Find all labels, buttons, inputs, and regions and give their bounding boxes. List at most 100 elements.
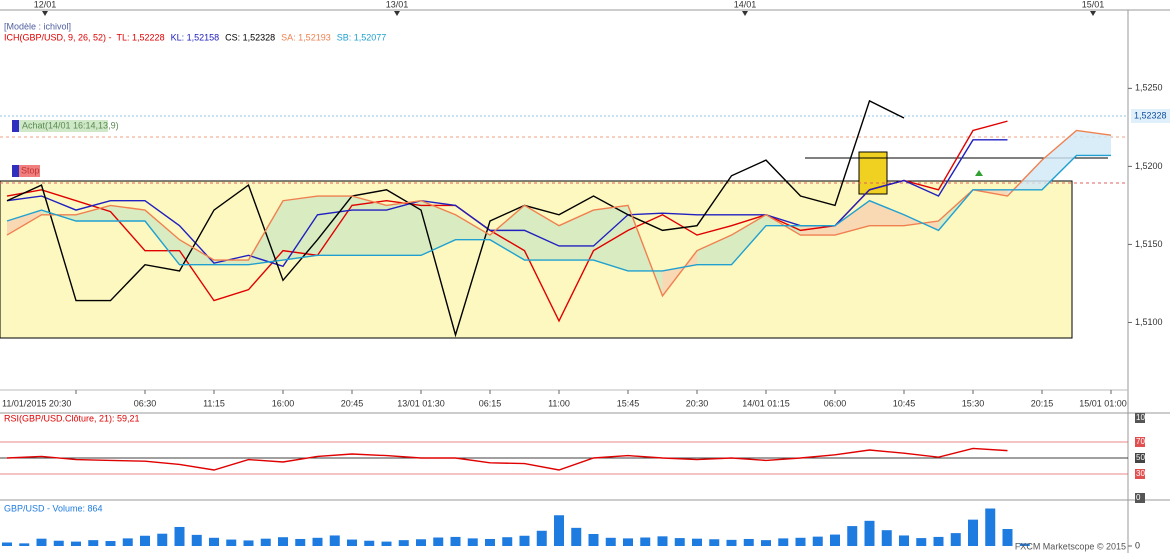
date-marker: 12/01 [34,0,57,9]
annotation-marker [12,165,19,177]
x-tick-label: 20:30 [686,398,709,408]
y-tick-label: 1,5100 [1135,317,1163,327]
price-tag-label: 1,52328 [1134,110,1167,120]
volume-bar [502,537,513,546]
volume-bar [416,539,426,546]
price-tag [1131,109,1170,123]
cloud [835,200,870,236]
cloud [766,214,801,236]
volume-bar [864,520,875,546]
date-marker: 15/01 [1082,0,1105,9]
volume-bar [243,540,254,546]
volume-bar [968,519,978,546]
x-tick-label: 06:00 [824,398,847,408]
footer: FXCM Marketscope © 2015 [1015,541,1126,551]
volume-bar [899,535,909,546]
volume-bar [398,540,409,546]
volume-bar [519,535,530,546]
volume-bar [53,540,64,546]
legend-entry: SA: 1,52193 [281,32,331,42]
volume-bar [778,538,789,546]
x-tick-label: 15:30 [962,398,985,408]
volume-bar [260,538,271,546]
volume-bar [19,543,30,546]
volume-bar [588,533,599,546]
volume-bar [812,536,823,546]
cloud [317,196,352,256]
x-tick-label: 15/01 01:00 [1079,398,1127,408]
legend-entry: KL: 1,52158 [171,32,220,42]
volume-bar [278,537,288,546]
volume-bar [209,537,219,546]
date-marker: 13/01 [386,0,409,9]
volume-bar [467,538,478,546]
volume-bar [364,540,375,546]
series-line [6,447,1008,471]
volume-bar [295,538,306,546]
series-line [6,139,1008,268]
model-label: [Modèle : ichivol] [4,21,71,31]
volume-bar [743,538,754,546]
volume-bar [1019,543,1030,546]
y-tick-label: 0 [1136,493,1141,502]
cloud [179,239,214,265]
volume-bar [605,537,616,546]
y-tick-bg [1135,469,1145,479]
x-tick-label: 11:00 [548,398,570,408]
volume-bar [157,533,168,546]
date-arrow [742,11,748,16]
y-tick-label: 1,5150 [1135,239,1163,249]
cloud [559,210,594,261]
volume-bar [122,538,133,546]
y-tick-bg [1135,413,1145,423]
volume-bar [226,539,237,546]
volume-bar [950,533,961,546]
y-tick-bg [1135,453,1145,463]
cloud [524,205,559,261]
volume-bar [36,538,47,546]
volume-bar [795,537,806,546]
series-line [6,154,1111,272]
x-tick-label: 13/01 01:30 [397,398,445,408]
x-tick-label: 11/01/2015 20:30 [2,398,71,408]
volume-bar [709,539,720,546]
buy-arrow [975,170,983,176]
cloud [455,214,490,240]
volume-bar [450,536,461,546]
volume-bar [985,508,996,546]
y-tick-label: 1,5200 [1135,161,1163,171]
volume-bar [347,539,357,546]
volume-bar [433,537,444,546]
volume-bar [1002,529,1013,546]
volume-bar [674,538,685,546]
volume-bar [174,526,185,546]
volume-bar [2,542,12,546]
volume-bar [88,540,99,546]
volume-bar [536,530,547,546]
volume-bar [847,526,858,546]
x-tick-label: 16:00 [272,398,295,408]
legend-entry: TL: 1,52228 [117,32,165,42]
y-tick-label: 0 [1135,540,1140,550]
volume-bar [554,515,564,546]
y-tick-label: 1,5250 [1135,83,1163,93]
x-tick-label: 15:45 [617,398,640,408]
volume-bar [105,541,116,546]
date-marker: 14/01 [734,0,757,9]
series-line [6,129,1112,298]
y-tick-bg [1135,437,1145,447]
annotation-box [12,120,108,132]
cloud [731,214,766,265]
cloud [352,196,387,256]
y-tick-label: 100 [1136,413,1150,422]
volume-bar [381,541,392,546]
panel-title: RSI(GBP/USD.Clôture, 21): 59,21 [4,413,140,423]
cloud [1076,130,1111,156]
x-tick-label: 06:30 [134,398,157,408]
cloud [283,196,318,261]
volume-bar [933,536,944,546]
volume-bar [71,541,81,546]
annotation-marker [12,120,19,132]
volume-bar [640,537,651,546]
annotation: Stop [21,165,40,175]
